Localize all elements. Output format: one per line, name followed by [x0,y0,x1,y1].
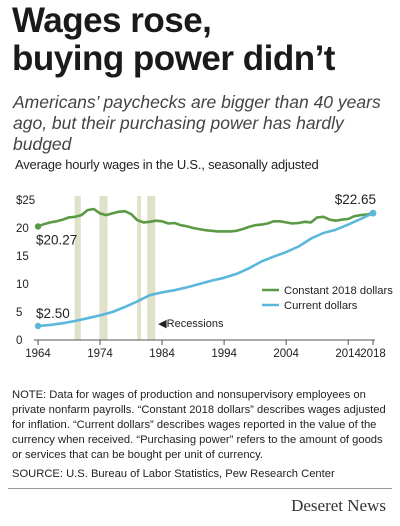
recessions-label: ◀Recessions [158,318,224,330]
headline-line-1: Wages rose, [12,1,212,40]
annotation-current-start: $2.50 [36,306,70,321]
recession-bar [137,196,141,340]
recession-bar [74,196,81,340]
annotation-constant-start: $20.27 [36,232,77,247]
current-dollars-start-point [34,322,42,330]
headline-line-2: buying power didn’t [12,39,335,78]
chart-source: SOURCE: U.S. Bureau of Labor Statistics,… [12,468,335,480]
x-tick-label: 1984 [149,348,175,360]
footer-divider [8,488,392,489]
legend-label: Constant 2018 dollars [284,285,393,297]
y-tick-label: $25 [16,195,35,207]
end-point [369,209,377,217]
x-tick-label: 1994 [211,348,237,360]
constant-dollars-line [37,207,374,233]
recession-bar [147,196,156,340]
x-tick-label: 2018 [360,348,386,360]
x-tick-label: 2014 [335,348,361,360]
x-tick-label: 2004 [273,348,299,360]
y-tick-label: 15 [16,251,29,263]
x-tick-label: 1974 [87,348,113,360]
constant-dollars-start-point [34,223,42,230]
chart-title: Average hourly wages in the U.S., season… [15,157,319,172]
y-tick-label: 0 [16,335,22,347]
subheadline: Americans’ paychecks are bigger than 40 … [13,92,381,154]
headline: Wages rose, buying power didn’t [12,2,398,78]
current-dollars-line [37,212,374,328]
chart-note: NOTE: Data for wages of production and n… [12,389,386,461]
legend-label: Current dollars [284,300,358,312]
publisher-logo: Deseret News [291,496,386,515]
y-tick-label: 20 [16,223,29,235]
annotation-end-value: $22.65 [335,192,376,207]
recession-bar [99,196,108,340]
y-tick-label: 10 [16,279,29,291]
x-tick-label: 1964 [25,348,51,360]
y-tick-label: 5 [16,307,22,319]
